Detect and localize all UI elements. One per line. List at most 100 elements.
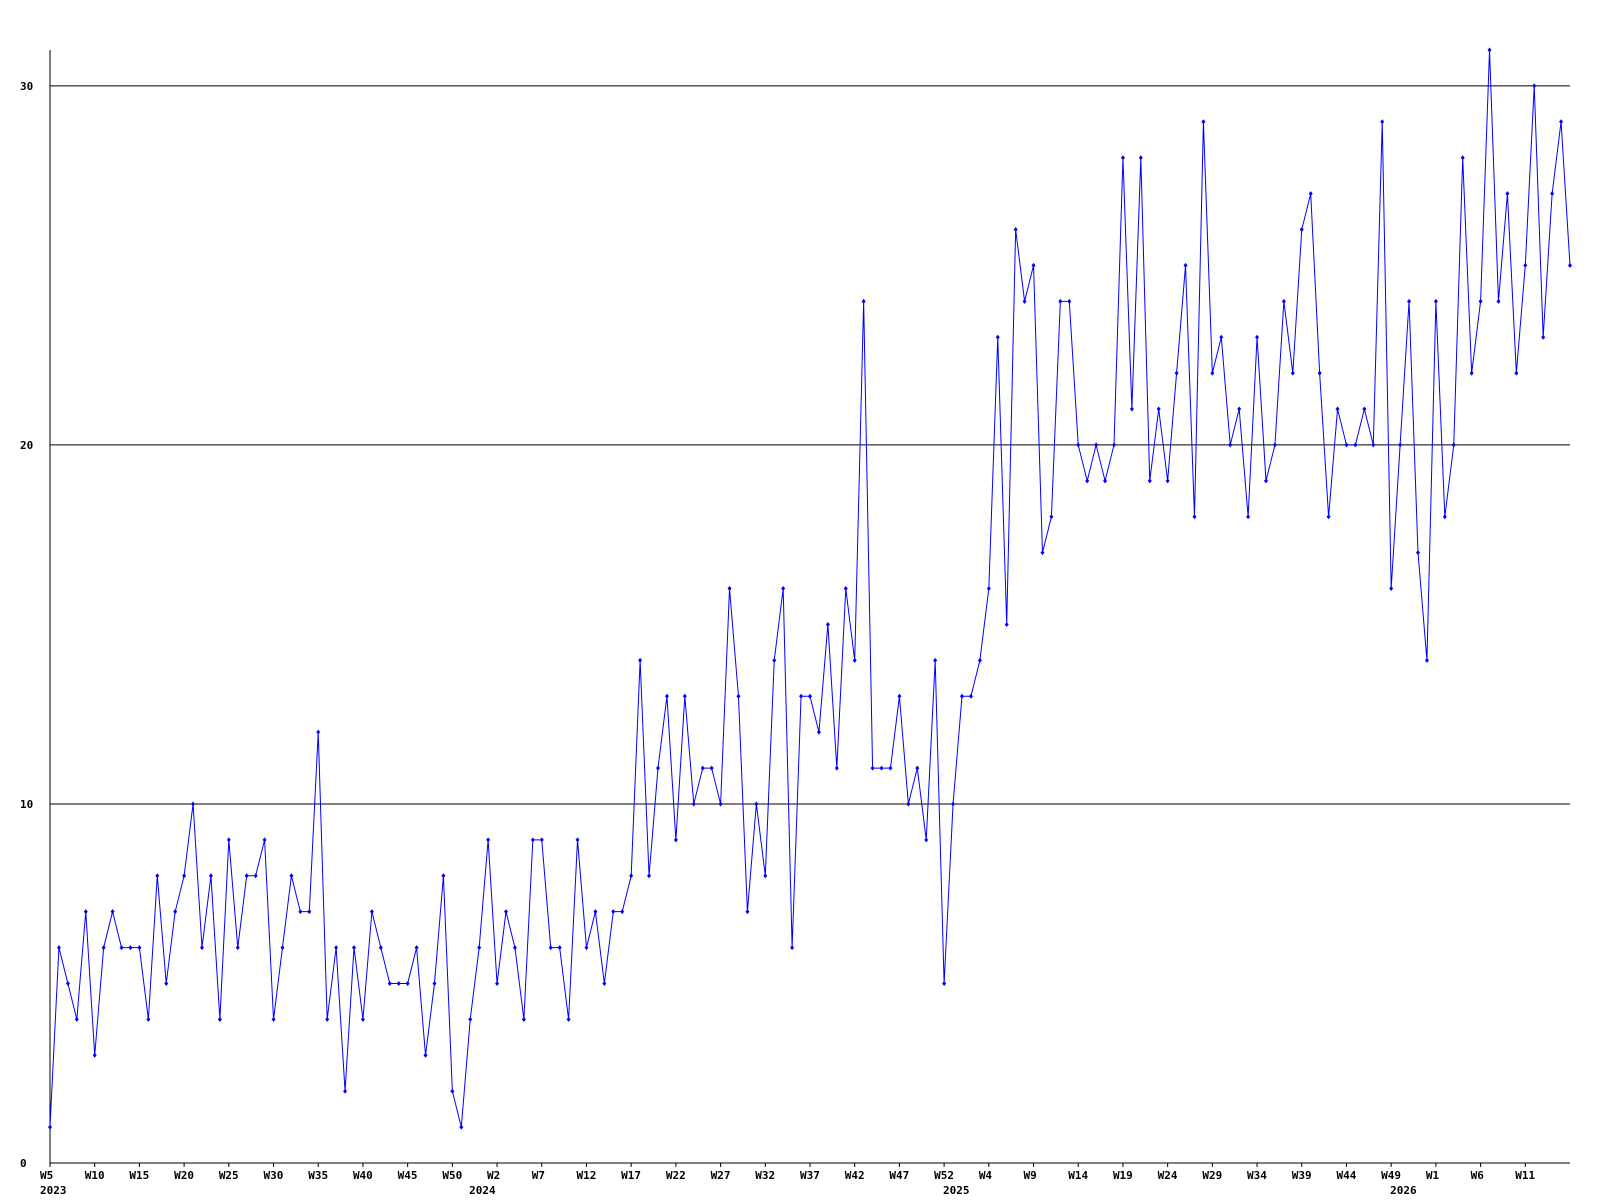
x-tick-label: W40 [353,1169,373,1182]
point [656,765,660,771]
point [1362,406,1367,412]
point [48,1124,52,1130]
point [1460,155,1465,161]
x-tick-label: W50 [442,1169,462,1182]
point [83,909,88,915]
point [1299,227,1304,233]
x-tick-label: W42 [845,1169,865,1182]
x-tick-label: W12 [576,1169,596,1182]
point [1496,298,1501,304]
point [352,945,356,951]
x-tick-label: W20 [174,1169,194,1182]
point [1532,83,1537,89]
y-tick-label: 0 [20,1157,27,1170]
x-tick-label: W11 [1515,1169,1535,1182]
point [1192,514,1197,520]
point [691,801,696,807]
point [289,873,294,879]
point [539,837,544,843]
point [638,657,643,663]
point [1031,262,1036,268]
point [611,909,616,915]
point [1416,550,1420,556]
point [1013,227,1018,233]
point [512,945,517,951]
point [101,945,106,951]
point [441,873,446,879]
point [1317,370,1322,376]
x-tick-label: W47 [889,1169,909,1182]
point [450,1088,455,1094]
point [262,837,267,843]
x-tick-label: W52 [934,1169,954,1182]
point [727,586,732,592]
point [1112,442,1116,448]
point [736,693,741,699]
point [781,586,786,592]
point [182,873,187,879]
point [951,801,956,807]
x-tick-label: W1 [1426,1169,1440,1182]
x-tick-label: W25 [219,1169,239,1182]
x-tick-label: W27 [711,1169,731,1182]
point [1371,442,1376,448]
x-tick-label: W30 [264,1169,284,1182]
point [575,837,580,843]
point [1442,514,1447,520]
year-label: 2023 [40,1184,67,1197]
point [995,334,1000,340]
point [548,945,553,951]
x-tick-label: W6 [1471,1169,1485,1182]
point [1407,298,1412,304]
point [1255,334,1260,340]
point [1237,406,1242,412]
point [915,765,920,771]
point [1049,514,1054,520]
x-tick-label: W49 [1381,1169,1401,1182]
point [226,837,231,843]
point [1433,298,1438,304]
point [119,945,124,951]
point [1398,442,1403,448]
point [110,909,115,915]
point [879,765,884,771]
point [593,909,598,915]
point [530,837,535,843]
point [1183,262,1188,268]
x-tick-label: W5 [40,1169,53,1182]
point [92,1052,97,1058]
point [870,765,875,771]
point [200,945,204,951]
point [673,837,678,843]
point [942,980,947,986]
point [1174,370,1179,376]
point [1514,370,1519,376]
point [629,873,634,879]
point [906,801,911,807]
point [709,765,714,771]
x-tick-label: W35 [308,1169,328,1182]
point [933,657,938,663]
point [852,657,857,663]
x-tick-label: W15 [129,1169,149,1182]
point [316,729,321,735]
point [1264,478,1268,484]
point [700,765,705,771]
point [557,945,562,951]
point [799,693,804,699]
point [1424,657,1429,663]
point [1478,298,1483,304]
point [790,945,795,951]
point [414,945,419,951]
point [369,909,374,915]
point [986,586,991,592]
point [1559,119,1564,125]
point [298,909,303,915]
point [745,909,750,915]
point [1290,370,1295,376]
year-label: 2026 [1390,1184,1417,1197]
point [128,945,133,951]
point [477,945,482,951]
point [1129,406,1134,412]
